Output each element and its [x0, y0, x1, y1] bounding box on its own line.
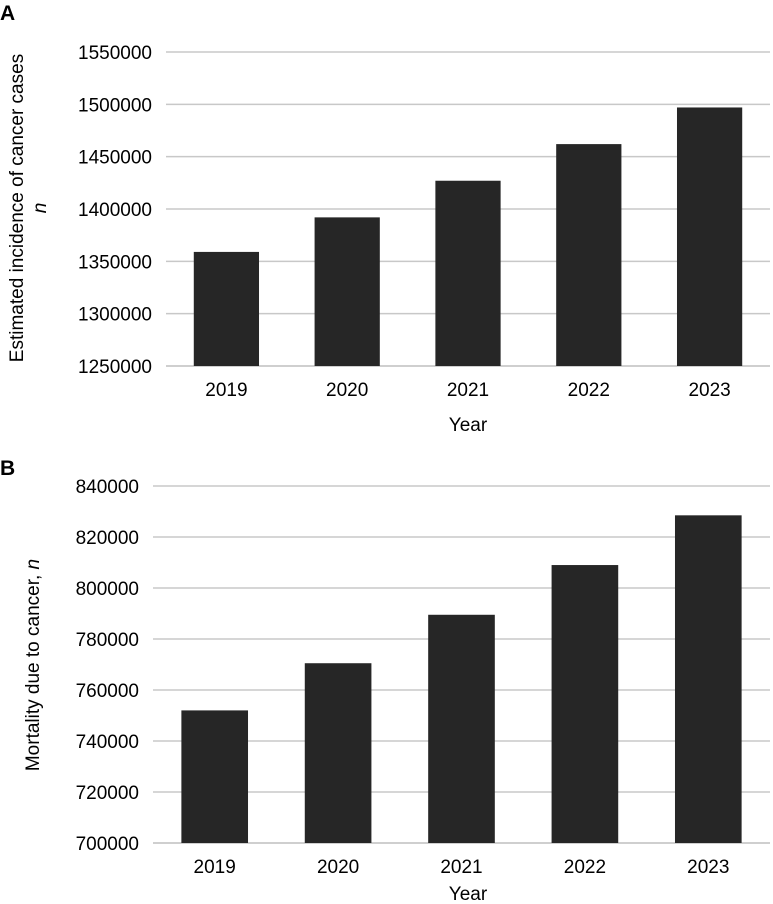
- y-tick-label: 760000: [76, 681, 139, 702]
- panel-a-label: A: [0, 2, 15, 25]
- x-tick-label-2020: 2020: [317, 857, 359, 878]
- panel-b: B 700000 720000 740000 760000 780000 800000 82…: [0, 457, 770, 904]
- panel-b-label: B: [0, 457, 15, 480]
- y-tick-label: 1450000: [78, 148, 152, 169]
- y-tick-label: 720000: [76, 783, 139, 804]
- panel-b-x-axis-label: Year: [449, 884, 488, 904]
- x-tick-label-2023: 2023: [688, 380, 730, 401]
- y-tick-label: 700000: [76, 834, 139, 855]
- x-tick-label-2019: 2019: [205, 380, 247, 401]
- y-tick-label: 1350000: [78, 252, 152, 273]
- bar-2023: [676, 107, 743, 367]
- y-tick-label: 840000: [76, 477, 139, 498]
- x-tick-label-2022: 2022: [568, 380, 610, 401]
- x-tick-label-2021: 2021: [447, 380, 489, 401]
- y-tick-label: 820000: [76, 528, 139, 549]
- y-tick-label: 800000: [76, 579, 139, 600]
- panel-b-x-ticks: 2019 2020 2021 2022 2023: [194, 857, 730, 878]
- panel-a-x-axis-label: Year: [449, 415, 488, 436]
- panel-b-y-axis-label: Mortality due to cancer, n: [23, 559, 44, 771]
- bar-2022: [556, 144, 622, 366]
- bar-2019: [181, 710, 249, 843]
- y-tick-label: 1250000: [78, 357, 152, 378]
- y-tick-label: 1550000: [78, 43, 152, 64]
- bar-2021: [428, 614, 495, 843]
- y-tick-label: 740000: [76, 732, 139, 753]
- x-tick-label-2021: 2021: [440, 857, 482, 878]
- bar-2022: [551, 565, 619, 843]
- bar-2020: [304, 663, 372, 843]
- panel-a: A 1250000 1300000 1350000 1400000 1450000 150…: [0, 2, 770, 436]
- x-tick-label-2023: 2023: [687, 857, 729, 878]
- bar-2021: [435, 180, 501, 366]
- panel-a-y-axis-label: Estimated incidence of cancer cases: [7, 54, 28, 362]
- panel-b-bars: [181, 515, 742, 843]
- panel-a-x-ticks: 2019 2020 2021 2022 2023: [205, 380, 730, 401]
- panel-b-y-axis-label-main: Mortality due to cancer,: [23, 569, 44, 771]
- y-tick-label: 780000: [76, 630, 139, 651]
- x-tick-label-2022: 2022: [564, 857, 606, 878]
- x-tick-label-2020: 2020: [326, 380, 368, 401]
- panel-b-y-axis-unit: n: [23, 559, 44, 570]
- bar-2019: [193, 251, 260, 366]
- y-tick-label: 1300000: [78, 305, 152, 326]
- panel-a-y-axis-unit: n: [30, 203, 51, 214]
- panel-a-y-ticks: 1250000 1300000 1350000 1400000 1450000 15000…: [78, 43, 152, 378]
- x-tick-label-2019: 2019: [194, 857, 236, 878]
- panel-b-y-ticks: 700000 720000 740000 760000 780000 800000 8200…: [76, 477, 139, 855]
- bar-2023: [674, 515, 742, 843]
- y-tick-label: 1500000: [78, 95, 152, 116]
- panel-a-bars: [193, 107, 743, 367]
- bar-2020: [314, 217, 380, 366]
- y-tick-label: 1400000: [78, 200, 152, 221]
